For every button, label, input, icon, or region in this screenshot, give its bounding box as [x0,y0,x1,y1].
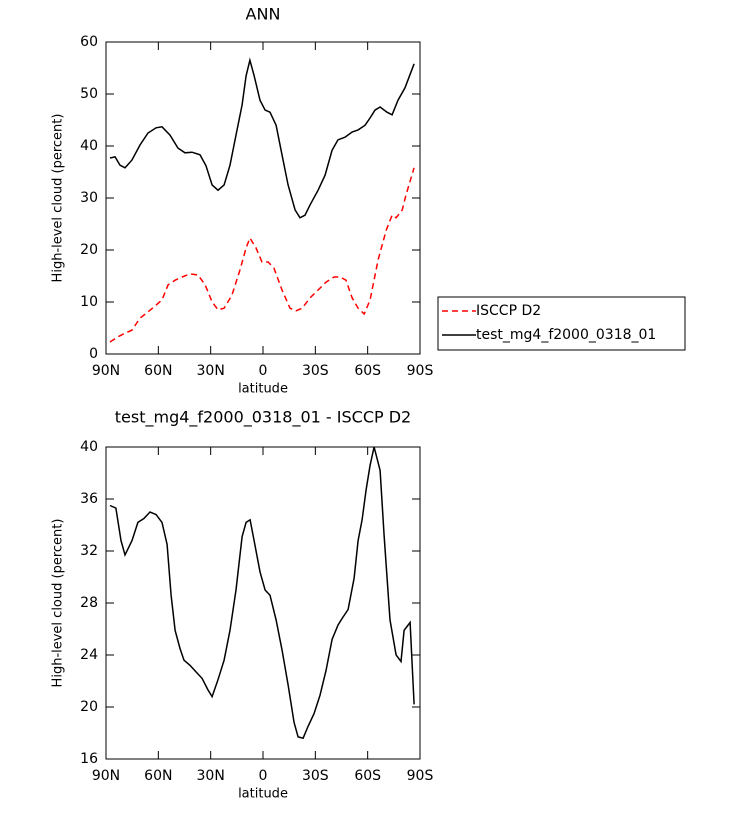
plot-frame [105,446,421,760]
x-tick-label: 90N [92,768,120,784]
x-tick-label: 0 [259,768,268,784]
y-axis-label: High-level cloud (percent) [51,114,66,283]
x-tick-label: 60S [354,363,381,379]
x-tick-label: 90S [407,363,434,379]
y-axis-label: High-level cloud (percent) [51,519,66,688]
x-tick-label: 60N [144,363,172,379]
y-tick-label: 16 [80,751,98,767]
y-tick-label: 50 [80,86,98,102]
y-tick-label: 60 [80,34,98,50]
series-line [109,446,415,740]
legend-label: test_mg4_f2000_0318_01 [476,327,656,343]
x-tick-label: 90N [92,363,120,379]
series-line [109,167,415,343]
x-axis-label: latitude [238,382,288,397]
x-axis-label: latitude [238,787,288,802]
y-tick-label: 20 [80,242,98,258]
legend-label: ISCCP D2 [476,303,541,319]
y-tick-label: 28 [80,595,98,611]
x-tick-label: 30S [302,363,329,379]
y-tick-label: 30 [80,190,98,206]
x-tick-label: 30S [302,768,329,784]
y-tick-label: 36 [80,491,98,507]
y-tick-label: 40 [80,138,98,154]
x-tick-label: 60N [144,768,172,784]
x-tick-label: 0 [259,363,268,379]
y-tick-label: 24 [80,647,98,663]
series-line [109,57,415,219]
chart-title: test_mg4_f2000_0318_01 - ISCCP D2 [115,408,411,428]
x-tick-label: 60S [354,768,381,784]
x-tick-label: 90S [407,768,434,784]
x-tick-label: 30N [197,768,225,784]
y-tick-label: 10 [80,294,98,310]
y-tick-label: 32 [80,543,98,559]
plot-frame [105,41,421,355]
y-tick-label: 20 [80,699,98,715]
legend-box [437,296,686,351]
y-tick-label: 40 [80,439,98,455]
y-tick-label: 0 [89,346,98,362]
chart-title: ANN [246,5,281,24]
x-tick-label: 30N [197,363,225,379]
